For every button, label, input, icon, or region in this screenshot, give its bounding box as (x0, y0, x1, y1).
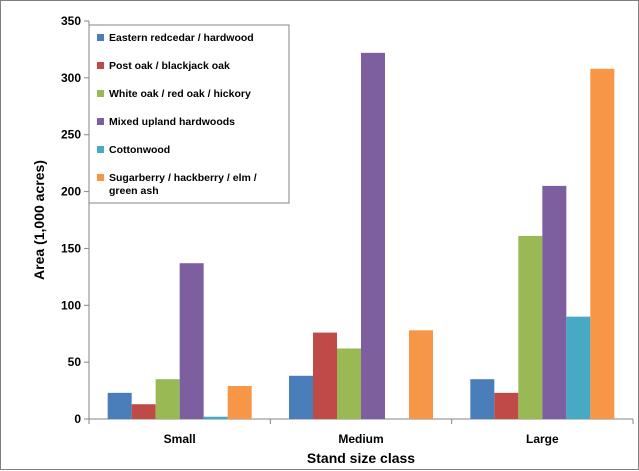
bar (590, 68, 615, 419)
legend-label: Cottonwood (109, 144, 170, 156)
bar (518, 235, 543, 419)
legend-swatch (97, 34, 104, 41)
y-tick-label: 150 (61, 241, 81, 255)
bar (313, 332, 337, 419)
axis-labels: Stand size class Area (1,000 acres) (31, 160, 415, 466)
y-tick-label: 0 (74, 412, 81, 426)
x-tick-label: Small (164, 432, 196, 446)
legend-label: Eastern redcedar / hardwood (109, 32, 254, 44)
legend-swatch (97, 62, 104, 69)
legend-label: White oak / red oak / hickory (109, 88, 251, 100)
x-tick-label: Medium (338, 432, 383, 446)
bars (107, 52, 615, 420)
bar (227, 386, 252, 419)
bar (155, 379, 180, 419)
legend-swatch (97, 118, 104, 125)
bar (203, 416, 228, 419)
bar (179, 263, 204, 419)
bar (409, 330, 433, 419)
legend-label: Mixed upland hardwoods (109, 116, 235, 128)
legend-swatch (97, 174, 104, 181)
bar (470, 379, 495, 419)
axes: 0 50 100 150 200 250 300 350 Small Medium Large (61, 14, 634, 446)
y-tick-label: 200 (61, 185, 81, 199)
bar (131, 404, 156, 419)
y-tick-label: 50 (68, 355, 82, 369)
legend-swatch (97, 146, 104, 153)
legend-box (88, 24, 290, 204)
bar (289, 375, 313, 419)
bar (361, 52, 385, 420)
bar (542, 185, 567, 419)
y-tick-label: 250 (61, 128, 81, 142)
bar (107, 392, 132, 419)
legend: Eastern redcedar / hardwood Post oak / bl… (88, 24, 290, 204)
y-tick-label: 100 (61, 298, 81, 312)
bar (566, 316, 591, 419)
bar (494, 392, 519, 419)
y-tick-label: 300 (61, 71, 81, 85)
y-axis-title: Area (1,000 acres) (31, 160, 47, 280)
legend-label: Sugarberry / hackberry / elm / green ash (109, 172, 257, 197)
x-axis-title: Stand size class (307, 450, 415, 466)
bar (337, 348, 361, 419)
legend-swatch (97, 90, 104, 97)
y-tick-label: 350 (61, 14, 81, 28)
x-tick-label: Large (526, 432, 559, 446)
legend-label: Post oak / blackjack oak (109, 60, 230, 72)
